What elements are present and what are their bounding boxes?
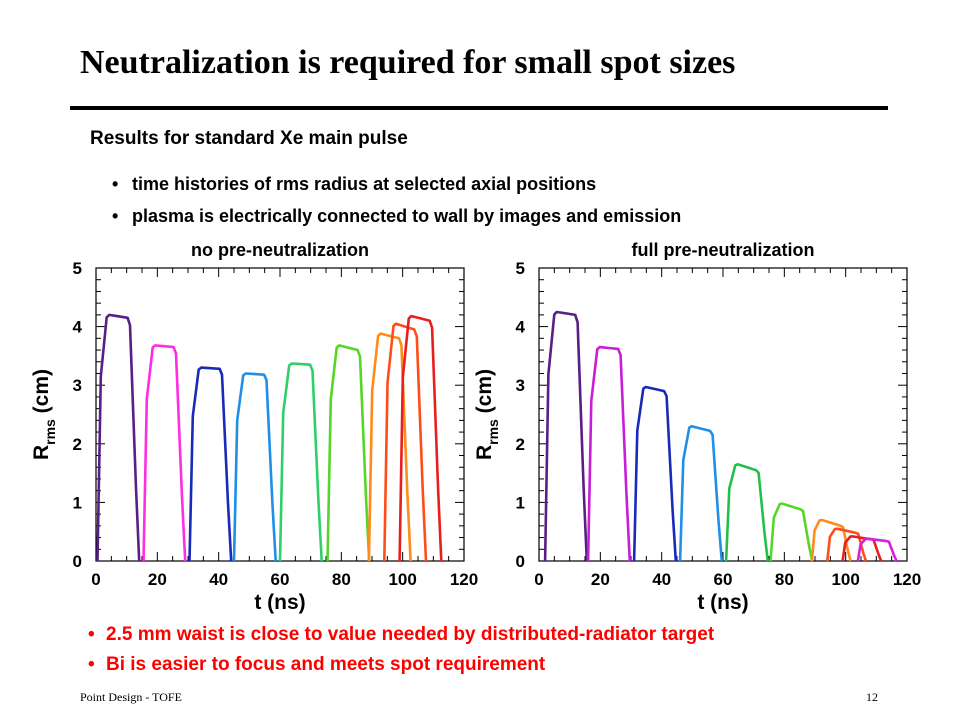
- bullet-dot: •: [112, 174, 119, 194]
- conclusion-item: • 2.5 mm waist is close to value needed b…: [88, 620, 714, 650]
- y-axis-label: Rrms (cm): [473, 369, 501, 460]
- bullet-list: • time histories of rms radius at selecte…: [112, 168, 681, 232]
- y-tick-label: 0: [73, 552, 82, 571]
- x-tick-label: 100: [831, 570, 859, 589]
- series-line-4: [678, 424, 724, 562]
- chart-full-preneutralization: 0 20 40 60 80 100 120 0 1 2 3 4 5 full pre-neutraliza…: [473, 240, 921, 614]
- chart-no-preneutralization: 0 20 40 60 80 100 120 0 1 2 3 4 5 no pre-neutralizati…: [30, 240, 478, 614]
- series-line-6: [326, 344, 371, 562]
- bullet-dot: •: [88, 654, 95, 675]
- y-label-sub: rms: [485, 419, 501, 445]
- series-line-5: [278, 362, 323, 562]
- y-tick-label: 4: [73, 318, 83, 337]
- slide-title: Neutralization is required for small spo…: [80, 44, 736, 81]
- y-tick-label: 1: [73, 493, 82, 512]
- series-line-8: [383, 322, 428, 562]
- x-tick-label: 120: [893, 570, 921, 589]
- slide-subtitle: Results for standard Xe main pulse: [90, 128, 408, 149]
- y-tick-label: 2: [73, 435, 82, 454]
- x-axis-label: t (ns): [254, 591, 305, 614]
- series-line-1: [543, 310, 589, 562]
- x-tick-label: 80: [332, 570, 351, 589]
- conclusion-text: 2.5 mm waist is close to value needed by…: [106, 624, 715, 645]
- series-line-3: [632, 385, 678, 562]
- x-tick-label: 60: [714, 570, 733, 589]
- series-line-4: [232, 372, 277, 562]
- y-label-unit: (cm): [30, 369, 53, 419]
- x-tick-label: 0: [534, 570, 543, 589]
- series-line-3: [188, 366, 233, 562]
- x-tick-label: 20: [148, 570, 167, 589]
- bullet-item: • time histories of rms radius at selecte…: [112, 168, 681, 200]
- x-tick-label: 40: [652, 570, 671, 589]
- conclusion-text: Bi is easier to focus and meets spot req…: [106, 654, 546, 675]
- y-label-sub: rms: [42, 419, 58, 445]
- y-tick-label: 4: [516, 318, 526, 337]
- series-line-2: [586, 345, 632, 562]
- series-line-10: [856, 537, 898, 562]
- x-tick-label: 100: [388, 570, 416, 589]
- page-number: 12: [866, 690, 878, 704]
- y-label-main: R: [30, 445, 53, 460]
- footer-label: Point Design - TOFE: [80, 690, 182, 704]
- bullet-dot: •: [112, 206, 119, 226]
- series-line-6: [769, 502, 814, 562]
- series-line-1: [96, 313, 141, 562]
- y-label-unit: (cm): [473, 369, 496, 419]
- x-tick-label: 60: [271, 570, 290, 589]
- x-axis-label: t (ns): [697, 591, 748, 614]
- x-tick-label: 120: [450, 570, 478, 589]
- y-tick-label: 5: [73, 259, 82, 278]
- series-line-9: [841, 535, 883, 562]
- chart-title: no pre-neutralization: [191, 240, 369, 260]
- x-tick-label: 40: [209, 570, 228, 589]
- x-tick-label: 0: [91, 570, 100, 589]
- y-tick-label: 3: [73, 376, 82, 395]
- bullet-item: • plasma is electrically connected to wal…: [112, 200, 681, 232]
- y-tick-label: 5: [516, 259, 525, 278]
- series-line-2: [142, 344, 187, 562]
- bullet-text: plasma is electrically connected to wall…: [132, 206, 682, 226]
- series-line-9: [398, 314, 443, 562]
- bullet-dot: •: [88, 624, 95, 645]
- series-line-7: [367, 332, 412, 562]
- y-tick-label: 1: [516, 493, 525, 512]
- y-axis-label: Rrms (cm): [30, 369, 58, 460]
- y-tick-label: 0: [516, 552, 525, 571]
- series-line-5: [724, 463, 770, 562]
- y-tick-label: 3: [516, 376, 525, 395]
- x-tick-label: 20: [591, 570, 610, 589]
- conclusion-item: • Bi is easier to focus and meets spot re…: [88, 650, 714, 680]
- title-underline: [70, 106, 888, 110]
- conclusion-list: • 2.5 mm waist is close to value needed b…: [88, 620, 714, 680]
- y-tick-label: 2: [516, 435, 525, 454]
- plot-frame: [538, 267, 908, 562]
- chart-title: full pre-neutralization: [631, 240, 814, 260]
- x-tick-label: 80: [775, 570, 794, 589]
- bullet-text: time histories of rms radius at selected…: [132, 174, 597, 194]
- y-label-main: R: [473, 445, 496, 460]
